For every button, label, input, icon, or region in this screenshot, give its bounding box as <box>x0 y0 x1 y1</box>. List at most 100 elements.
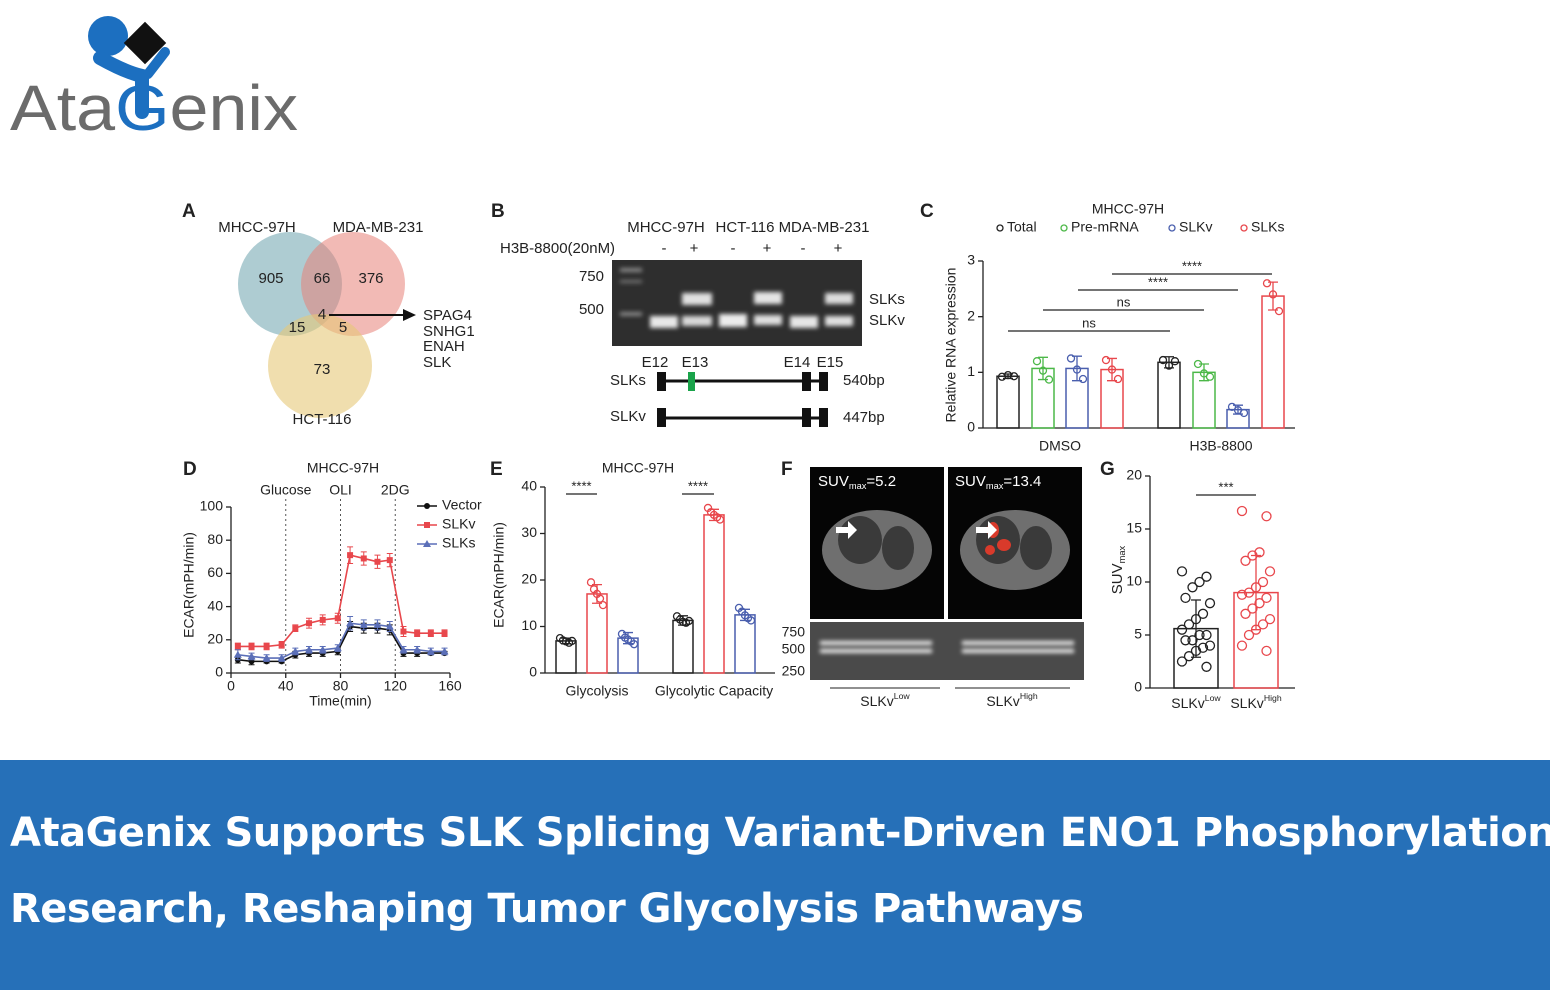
data-point <box>1066 354 1076 363</box>
isoform-size: 540bp <box>843 372 885 389</box>
x-axis-label: Time(min) <box>309 693 371 709</box>
region-count: 376 <box>358 270 383 287</box>
data-point <box>1197 642 1209 653</box>
data-point <box>1003 370 1013 380</box>
lane-sign: - <box>731 240 736 257</box>
data-point <box>1194 629 1205 641</box>
y-axis-label: ECAR(mPH/min) <box>181 532 197 638</box>
y-tick-label: 40 <box>207 597 223 613</box>
x-tick-label: Glycolysis <box>565 683 628 699</box>
legend-marker <box>1240 224 1248 232</box>
region-count: 66 <box>314 270 331 287</box>
event-label: OLI <box>329 482 352 498</box>
chart-title: MHCC-97H <box>307 460 379 476</box>
data-point <box>629 640 639 649</box>
data-point <box>1009 372 1019 381</box>
band-label: SLKs <box>869 291 905 308</box>
y-tick-label: 10 <box>1126 573 1142 589</box>
data-point <box>1193 359 1203 369</box>
suv-label: SUVmax=5.2 <box>818 473 896 491</box>
cell-line: MHCC-97H <box>627 219 705 236</box>
data-point <box>1250 582 1262 593</box>
text-part: SLKv <box>1230 695 1263 711</box>
legend-label: SLKv <box>1179 219 1212 235</box>
y-tick-label: 0 <box>215 664 223 680</box>
data-point <box>567 636 577 646</box>
marker <box>414 630 421 637</box>
text-part: =13.4 <box>1003 473 1041 490</box>
exon <box>657 372 666 391</box>
event-label: Glucose <box>260 482 312 498</box>
marker <box>400 628 407 635</box>
bar <box>703 514 725 674</box>
lane-sign: + <box>763 240 772 257</box>
marker <box>386 557 393 564</box>
marker <box>347 552 354 559</box>
data-point <box>1262 279 1272 288</box>
significance-label: **** <box>1148 274 1168 289</box>
banner: AtaGenix Supports SLK Splicing Variant-D… <box>0 760 1550 990</box>
text-part: max <box>986 481 1004 491</box>
marker <box>413 645 422 653</box>
data-point <box>746 616 756 625</box>
data-point <box>1261 645 1272 657</box>
data-point <box>1236 589 1248 600</box>
gene: SNHG1 <box>423 323 475 340</box>
exon <box>819 372 828 391</box>
y-tick-label: 5 <box>1134 626 1142 642</box>
exon-label: E13 <box>682 354 709 371</box>
exon-label: E14 <box>784 354 811 371</box>
x-tick-label: SLKvHigh <box>1230 693 1281 710</box>
y-tick-label: 20 <box>207 631 223 647</box>
venn-circle <box>301 232 405 336</box>
gel-panel: MHCC-97H HCT-116 MDA-MB-231 H3B-8800(20n… <box>500 219 905 427</box>
data-point <box>1257 576 1269 588</box>
y-axis-label: Relative RNA expression <box>943 268 959 423</box>
data-point <box>1201 661 1212 672</box>
data-point <box>1243 629 1255 641</box>
y-tick-label: 10 <box>521 617 537 633</box>
y-axis-label: SUVmax <box>1109 545 1127 594</box>
isoform-name: SLKv <box>610 408 646 425</box>
marker <box>306 620 313 627</box>
data-point <box>1176 566 1188 577</box>
data-point <box>684 616 694 626</box>
set-label: MDA-MB-231 <box>333 219 424 236</box>
marker <box>278 641 285 648</box>
cell-line: MDA-MB-231 <box>779 219 870 236</box>
text-part: SLKv <box>986 693 1019 709</box>
exon <box>802 408 811 427</box>
y-tick-label: 60 <box>207 564 223 580</box>
data-point <box>1197 608 1209 619</box>
marker <box>399 645 408 653</box>
legend-marker <box>1168 224 1176 232</box>
marker <box>233 650 242 658</box>
logo-part: Ata <box>10 72 116 144</box>
data-point <box>1227 402 1237 411</box>
data-point <box>1176 656 1188 667</box>
data-point <box>1240 555 1251 566</box>
data-point <box>1247 550 1258 561</box>
data-point <box>1187 635 1198 646</box>
data-point <box>1205 372 1215 381</box>
legend-label: Total <box>1007 219 1037 235</box>
bar <box>555 640 577 674</box>
data-point <box>595 594 605 603</box>
error-bar <box>1191 599 1201 658</box>
banner-line: AtaGenix Supports SLK Splicing Variant-D… <box>10 810 1550 856</box>
lane-sign: - <box>662 240 667 257</box>
marker <box>373 620 382 628</box>
bar <box>1261 295 1285 429</box>
gel-image <box>612 260 862 346</box>
data-point <box>598 600 608 610</box>
marker <box>234 643 241 650</box>
error-bar <box>1038 356 1048 381</box>
marker <box>374 558 381 565</box>
arrow <box>836 521 857 539</box>
y-tick-label: 3 <box>967 252 975 268</box>
text-part: Low <box>894 691 911 701</box>
text-part: SUV <box>1109 563 1126 594</box>
marker <box>248 643 255 650</box>
region-count: 5 <box>339 319 347 336</box>
data-point <box>1038 366 1048 375</box>
